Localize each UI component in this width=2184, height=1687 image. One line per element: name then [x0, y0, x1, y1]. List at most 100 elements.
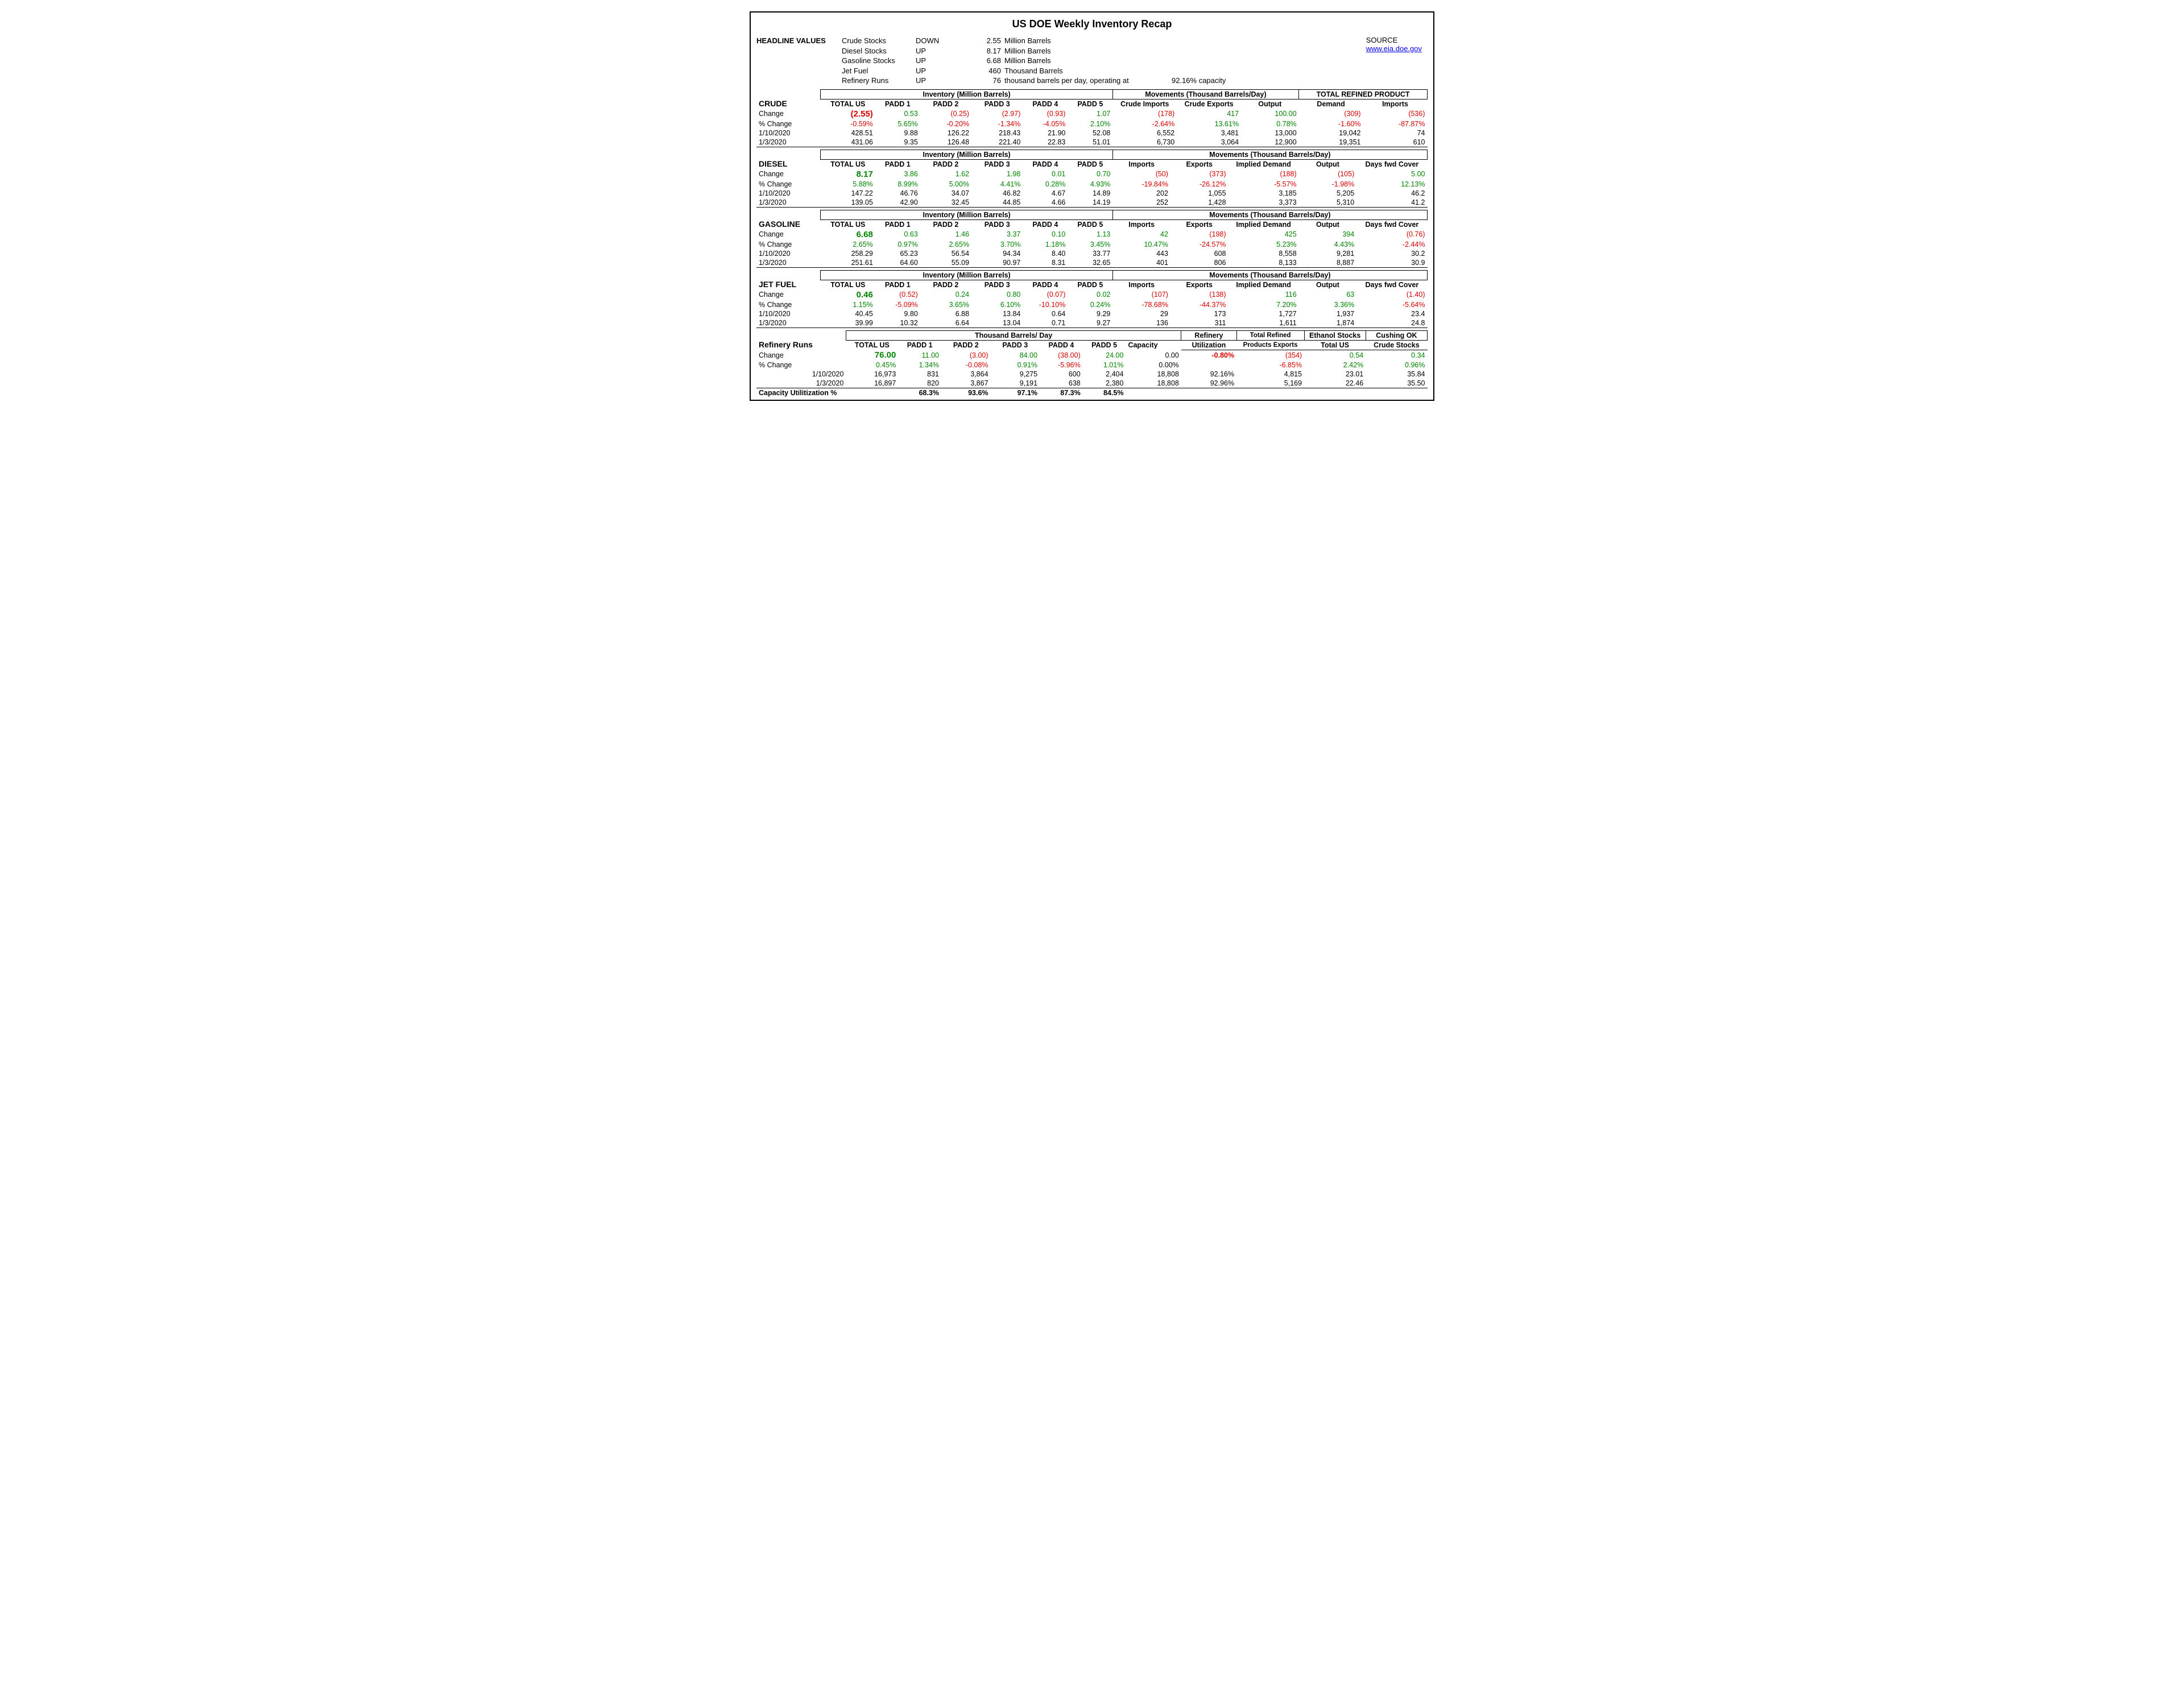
refinery-table: Refinery Runs Thousand Barrels/ Day Refi… — [756, 330, 1428, 398]
row-label: 1/3/2020 — [756, 198, 821, 208]
source-label: SOURCE — [1366, 36, 1422, 44]
cell: 401 — [1112, 258, 1170, 268]
cell: 0.70 — [1068, 169, 1112, 180]
row-label: Change — [756, 169, 821, 180]
cell: 13.04 — [971, 318, 1023, 328]
cell: 202 — [1112, 189, 1170, 198]
cell: (198) — [1170, 229, 1228, 240]
row-label: Change — [756, 350, 846, 360]
headline-dir: UP — [916, 46, 967, 56]
headline-row: Diesel StocksUP8.17Million Barrels — [756, 46, 1428, 56]
cell: -1.98% — [1299, 180, 1357, 189]
cell: 0.97% — [875, 240, 920, 249]
headline-row: Refinery RunsUP76thousand barrels per da… — [756, 76, 1428, 86]
cell: (536) — [1363, 109, 1428, 119]
hdr-movements: Movements (Thousand Barrels/Day) — [1112, 89, 1298, 99]
cell: 24.8 — [1356, 318, 1427, 328]
cell: 87.3% — [1040, 388, 1083, 398]
cell: 14.19 — [1068, 198, 1112, 208]
cell: (373) — [1170, 169, 1228, 180]
cell: 92.16% — [1181, 370, 1236, 379]
cell: 258.29 — [821, 249, 875, 258]
cell: 44.85 — [971, 198, 1023, 208]
cell: 42 — [1112, 229, 1170, 240]
cell: 90.97 — [971, 258, 1023, 268]
cell: 251.61 — [821, 258, 875, 268]
headline-val: 460 — [967, 66, 1001, 76]
row-label: 1/10/2020 — [756, 129, 821, 138]
cell: 9,281 — [1299, 249, 1357, 258]
cell: 68.3% — [898, 388, 941, 398]
cell — [1181, 360, 1236, 370]
headline-unit: Thousand Barrels — [1001, 66, 1172, 76]
headline-dir: UP — [916, 76, 967, 86]
cell: 55.09 — [920, 258, 971, 268]
cell: -1.34% — [971, 119, 1023, 129]
cell: 2,404 — [1083, 370, 1126, 379]
table-row: Change8.173.861.621.980.010.70(50)(373)(… — [756, 169, 1428, 180]
headline-row: Gasoline StocksUP6.68Million Barrels — [756, 56, 1428, 66]
cell: (309) — [1299, 109, 1363, 119]
cell: -26.12% — [1170, 180, 1228, 189]
cell: 1,611 — [1228, 318, 1299, 328]
cell: 1,428 — [1170, 198, 1228, 208]
cell: 1,055 — [1170, 189, 1228, 198]
cell: 1.46 — [920, 229, 971, 240]
cell: 6.88 — [920, 309, 971, 318]
report-page: US DOE Weekly Inventory Recap SOURCE www… — [750, 11, 1434, 401]
headline-val: 76 — [967, 76, 1001, 86]
cell: 4.43% — [1299, 240, 1357, 249]
cell: 30.9 — [1356, 258, 1427, 268]
cell: 1.98 — [971, 169, 1023, 180]
cell: 3.45% — [1068, 240, 1112, 249]
cell: 40.45 — [821, 309, 875, 318]
headline-dir: DOWN — [916, 36, 967, 46]
cell: 97.1% — [991, 388, 1040, 398]
source-link[interactable]: www.eia.doe.gov — [1366, 44, 1422, 53]
cell: 3.65% — [920, 300, 971, 309]
cell: 116 — [1228, 289, 1299, 300]
row-label: % Change — [756, 180, 821, 189]
cell: 820 — [898, 379, 941, 388]
cell: (0.07) — [1023, 289, 1068, 300]
cell: 0.00 — [1126, 350, 1181, 360]
row-label: Change — [756, 289, 821, 300]
headline-unit: thousand barrels per day, operating at — [1001, 76, 1172, 86]
cell: 16,973 — [846, 370, 898, 379]
cell: (0.52) — [875, 289, 920, 300]
cell: 12.13% — [1356, 180, 1427, 189]
cell: 1.07 — [1068, 109, 1112, 119]
cell: (0.76) — [1356, 229, 1427, 240]
cell: 221.40 — [971, 138, 1023, 147]
source-box: SOURCE www.eia.doe.gov — [1366, 36, 1422, 53]
section-crude: CRUDE — [756, 89, 821, 109]
table-row: % Change-0.59%5.65%-0.20%-1.34%-4.05%2.1… — [756, 119, 1428, 129]
cell: 32.65 — [1068, 258, 1112, 268]
cell: 3.36% — [1299, 300, 1357, 309]
cell: 2,380 — [1083, 379, 1126, 388]
cell: -5.64% — [1356, 300, 1427, 309]
diesel-table: DIESEL Inventory (Million Barrels) Movem… — [756, 150, 1428, 208]
table-row: Change6.680.631.463.370.101.1342(198)425… — [756, 229, 1428, 240]
row-label: Change — [756, 109, 821, 119]
cell: 8.17 — [821, 169, 875, 180]
headline-row: HEADLINE VALUESCrude StocksDOWN2.55Milli… — [756, 36, 1428, 46]
cell: 35.84 — [1366, 370, 1427, 379]
cell: 3,481 — [1177, 129, 1241, 138]
cell: 0.45% — [846, 360, 898, 370]
cell: -78.68% — [1112, 300, 1170, 309]
cell: 3.86 — [875, 169, 920, 180]
cell: 8.40 — [1023, 249, 1068, 258]
cell: 74 — [1363, 129, 1428, 138]
cell: 93.6% — [941, 388, 991, 398]
cell: 13.61% — [1177, 119, 1241, 129]
headline-dir: UP — [916, 56, 967, 66]
cell: 92.96% — [1181, 379, 1236, 388]
cell: 6,730 — [1112, 138, 1177, 147]
cell: 3.37 — [971, 229, 1023, 240]
cell: 5.88% — [821, 180, 875, 189]
cell: (0.93) — [1023, 109, 1068, 119]
cell: 30.2 — [1356, 249, 1427, 258]
cell: 4.67 — [1023, 189, 1068, 198]
cell: (138) — [1170, 289, 1228, 300]
